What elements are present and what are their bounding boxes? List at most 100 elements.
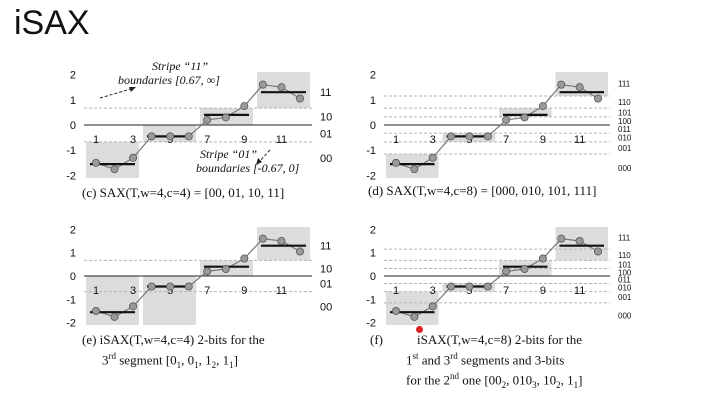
data-point	[557, 234, 566, 243]
data-point	[221, 113, 230, 122]
bit-label: 011	[618, 125, 631, 134]
data-point	[129, 302, 138, 311]
caption-f-line2: 1st and 3rd segments and 3-bits	[406, 351, 565, 368]
x-tick-label: 3	[430, 285, 436, 297]
y-tick-label: 0	[70, 271, 76, 283]
y-tick-label: 1	[70, 248, 76, 260]
data-point	[110, 312, 119, 321]
data-point	[557, 80, 566, 89]
stripe-11-arrow-head	[129, 87, 136, 92]
y-tick-label: 2	[370, 70, 376, 82]
data-point	[110, 165, 119, 174]
data-point	[277, 83, 286, 92]
data-point	[184, 132, 193, 141]
x-tick-label: 9	[241, 285, 247, 297]
bit-label: 010	[618, 284, 632, 293]
caption-e-line2: 3rd segment [01, 01, 12, 11]	[102, 351, 238, 370]
y-tick-label: -1	[366, 145, 376, 157]
caption-d: (d) SAX(T,w=4,c=8) = [000, 010, 101, 111…	[368, 183, 597, 198]
x-tick-label: 3	[130, 285, 136, 297]
stripe-01-arrow-head	[256, 158, 262, 165]
y-tick-label: 0	[370, 120, 376, 132]
bit-label: 10	[320, 112, 332, 124]
chart-panel-c: 210-1-2135791100011011Stripe “11”boundar…	[66, 59, 332, 182]
x-tick-label: 1	[93, 134, 99, 146]
y-tick-label: -1	[66, 294, 76, 306]
data-point	[240, 254, 249, 263]
data-point	[166, 282, 175, 291]
bit-label: 00	[320, 301, 332, 313]
x-tick-label: 5	[167, 285, 173, 297]
x-tick-label: 7	[503, 134, 509, 146]
data-point	[502, 267, 511, 276]
data-point	[258, 80, 267, 89]
y-tick-label: 1	[370, 95, 376, 107]
bit-label: 010	[618, 134, 632, 143]
data-point	[221, 265, 230, 274]
data-point	[184, 282, 193, 291]
bit-label: 001	[618, 293, 632, 302]
data-point	[502, 115, 511, 124]
caption-f-line1: (f) iSAX(T,w=4,c=8) 2-bits for the	[370, 332, 582, 347]
x-tick-label: 11	[276, 285, 287, 297]
bit-label: 01	[320, 279, 332, 291]
cursor-dot	[416, 326, 423, 333]
stripe-11-arrow	[99, 87, 135, 99]
bit-label: 011	[618, 276, 631, 285]
bit-label: 111	[618, 79, 631, 88]
data-point	[575, 236, 584, 245]
data-point	[575, 83, 584, 92]
bit-label: 11	[320, 241, 331, 253]
band-rect	[499, 108, 552, 117]
bit-label: 001	[618, 144, 632, 153]
data-point	[203, 267, 212, 276]
data-point	[258, 234, 267, 243]
stripe-11-note: Stripe “11”	[152, 59, 208, 73]
slide-title: iSAX	[14, 4, 90, 42]
x-tick-label: 7	[503, 285, 509, 297]
caption-e: (e) iSAX(T,w=4,c=4) 2-bits for the 3rd s…	[82, 331, 265, 374]
x-tick-label: 11	[276, 134, 287, 146]
data-point	[166, 132, 175, 141]
y-tick-label: 2	[70, 70, 76, 82]
data-point	[520, 113, 529, 122]
data-point	[277, 236, 286, 245]
y-tick-label: 1	[370, 248, 376, 260]
y-tick-label: 2	[370, 224, 376, 236]
data-point	[428, 302, 437, 311]
stripe-01-boundaries-note: boundaries [-0.67, 0]	[196, 161, 300, 175]
y-tick-label: -2	[66, 170, 76, 182]
data-point	[147, 132, 156, 141]
data-point	[593, 247, 602, 256]
data-point	[295, 94, 304, 103]
caption-f: (f) iSAX(T,w=4,c=8) 2-bits for the 1st an…	[370, 331, 583, 394]
data-point	[203, 115, 212, 124]
x-tick-label: 11	[574, 134, 585, 146]
data-point	[465, 282, 474, 291]
data-point	[520, 265, 529, 274]
data-point	[465, 132, 474, 141]
x-tick-label: 11	[574, 285, 585, 297]
y-tick-label: 1	[70, 95, 76, 107]
x-tick-label: 1	[393, 134, 399, 146]
data-point	[392, 158, 401, 167]
stripe-01-arrow	[257, 149, 271, 164]
data-point	[410, 312, 419, 321]
bit-label: 11	[320, 87, 331, 99]
x-tick-label: 7	[204, 285, 210, 297]
bit-label: 01	[320, 128, 332, 140]
data-point	[295, 247, 304, 256]
data-point	[92, 158, 101, 167]
bit-label: 000	[618, 164, 632, 173]
bit-label: 101	[618, 108, 632, 117]
stripe-11-boundaries-note: boundaries [0.67, ∞]	[118, 73, 220, 87]
data-point	[538, 254, 547, 263]
data-point	[447, 132, 456, 141]
bit-label: 101	[618, 260, 632, 269]
bit-label: 00	[320, 153, 332, 165]
y-tick-label: 2	[70, 224, 76, 236]
data-point	[240, 102, 249, 111]
